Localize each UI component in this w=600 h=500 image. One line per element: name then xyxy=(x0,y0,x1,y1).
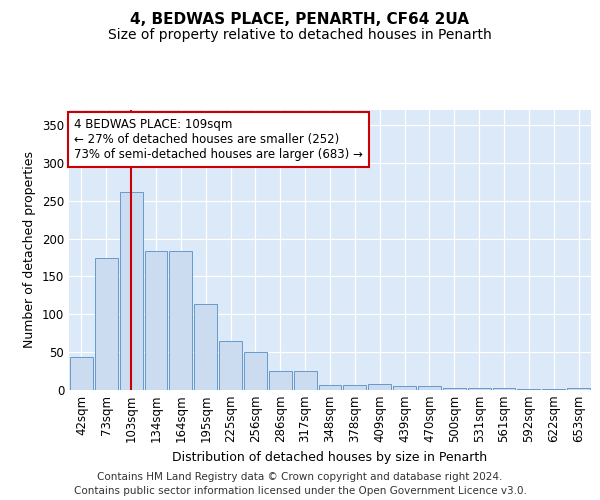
Text: 4 BEDWAS PLACE: 109sqm
← 27% of detached houses are smaller (252)
73% of semi-de: 4 BEDWAS PLACE: 109sqm ← 27% of detached… xyxy=(74,118,363,162)
Bar xyxy=(418,386,441,390)
Bar xyxy=(244,352,267,390)
Bar xyxy=(95,258,118,390)
Bar xyxy=(319,384,341,390)
Bar xyxy=(567,388,590,390)
Bar xyxy=(269,371,292,390)
Bar xyxy=(120,192,143,390)
X-axis label: Distribution of detached houses by size in Penarth: Distribution of detached houses by size … xyxy=(172,451,488,464)
Text: Contains public sector information licensed under the Open Government Licence v3: Contains public sector information licen… xyxy=(74,486,526,496)
Bar xyxy=(393,386,416,390)
Bar xyxy=(169,251,192,390)
Bar xyxy=(145,251,167,390)
Bar xyxy=(219,341,242,390)
Bar xyxy=(493,388,515,390)
Text: Size of property relative to detached houses in Penarth: Size of property relative to detached ho… xyxy=(108,28,492,42)
Text: Contains HM Land Registry data © Crown copyright and database right 2024.: Contains HM Land Registry data © Crown c… xyxy=(97,472,503,482)
Bar xyxy=(194,304,217,390)
Y-axis label: Number of detached properties: Number of detached properties xyxy=(23,152,37,348)
Bar xyxy=(517,389,540,390)
Bar xyxy=(70,356,93,390)
Bar xyxy=(294,371,317,390)
Bar xyxy=(542,389,565,390)
Text: 4, BEDWAS PLACE, PENARTH, CF64 2UA: 4, BEDWAS PLACE, PENARTH, CF64 2UA xyxy=(131,12,470,28)
Bar xyxy=(443,388,466,390)
Bar xyxy=(468,388,491,390)
Bar xyxy=(343,384,366,390)
Bar xyxy=(368,384,391,390)
